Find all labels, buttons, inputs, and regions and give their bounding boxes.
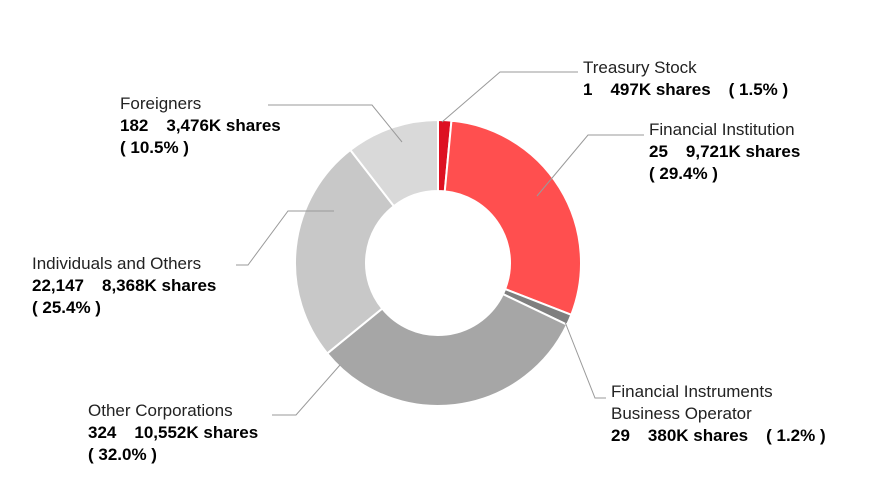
slice-percent: ( 25.4% ) <box>32 298 101 317</box>
slice-holders: 324 <box>88 423 117 442</box>
label-other-corporations: Other Corporations 324 10,552K shares ( 3… <box>88 400 258 466</box>
slice-foreigners <box>348 118 439 208</box>
leader-line-treasury-stock <box>441 71 578 123</box>
leader-line-individuals-and-others <box>236 210 334 266</box>
leader-line-financial-instruments <box>564 321 606 399</box>
slice-shares: 3,476K shares <box>166 116 281 135</box>
slice-shares: 380K shares <box>647 426 749 445</box>
label-treasury-stock: Treasury Stock 1 497K shares ( 1.5% ) <box>583 57 788 101</box>
label-financial-instruments: Financial Instruments Business Operator … <box>611 381 826 447</box>
slice-financial-institution <box>443 119 582 317</box>
slice-name-line1: Financial Instruments <box>611 382 773 401</box>
slice-name-line2: Business Operator <box>611 404 752 423</box>
slice-name: Other Corporations <box>88 401 233 420</box>
slice-shares: 497K shares <box>610 80 711 99</box>
leader-line-financial-institution <box>536 134 644 197</box>
slice-name: Financial Institution <box>649 120 795 139</box>
slice-name: Individuals and Others <box>32 254 202 273</box>
slice-percent: ( 29.4% ) <box>649 164 718 183</box>
slice-shares: 8,368K shares <box>102 276 217 295</box>
leader-line-other-corporations <box>272 364 341 416</box>
slice-percent: ( 10.5% ) <box>120 138 189 157</box>
slice-holders: 29 <box>611 426 630 445</box>
slice-individuals-and-others <box>294 148 396 355</box>
slice-name: Treasury Stock <box>583 58 697 77</box>
slice-other-corporations <box>325 292 569 407</box>
slice-holders: 25 <box>649 142 668 161</box>
label-financial-institution: Financial Institution 25 9,721K shares ( … <box>649 119 800 185</box>
slice-percent: ( 1.2% ) <box>766 426 826 445</box>
slice-shares: 9,721K shares <box>685 142 801 161</box>
label-foreigners: Foreigners 182 3,476K shares ( 10.5% ) <box>120 93 281 159</box>
slice-holders: 182 <box>120 116 149 135</box>
leader-line-foreigners <box>268 104 403 143</box>
slice-name: Foreigners <box>120 94 202 113</box>
slice-holders: 1 <box>583 80 593 99</box>
slice-percent: ( 32.0% ) <box>88 445 157 464</box>
slice-shares: 10,552K shares <box>134 423 259 442</box>
slice-percent: ( 1.5% ) <box>728 80 789 99</box>
label-individuals-and-others: Individuals and Others 22,147 8,368K shar… <box>32 253 216 319</box>
slice-holders: 22,147 <box>32 276 84 295</box>
